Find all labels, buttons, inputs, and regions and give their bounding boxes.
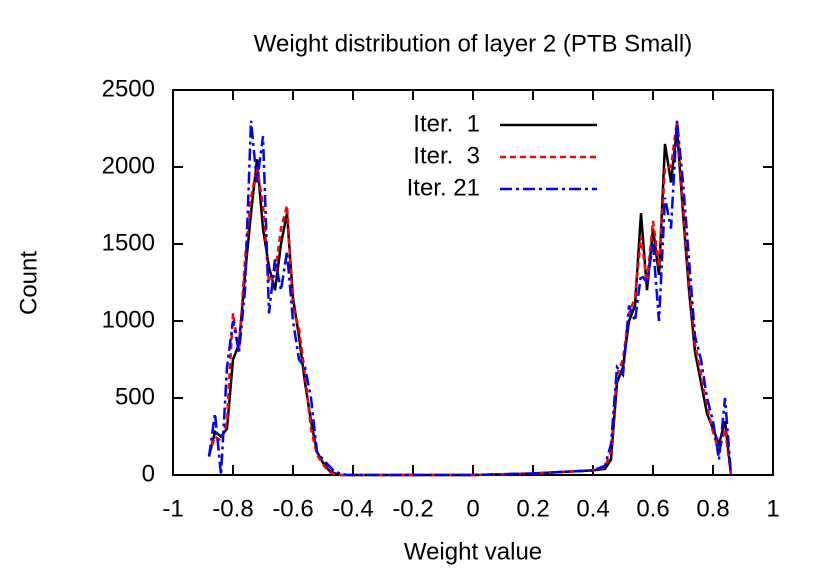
legend-label: Iter. 21 [407, 174, 480, 201]
x-tick-label: 0.6 [636, 495, 669, 522]
chart-title: Weight distribution of layer 2 (PTB Smal… [254, 30, 692, 57]
legend-label: Iter. 3 [413, 142, 480, 169]
data-line [207, 120, 733, 477]
legend-label: Iter. 1 [413, 110, 480, 137]
y-tick-label: 2000 [102, 152, 155, 179]
x-tick-label: -0.6 [272, 495, 313, 522]
x-tick-label: 0 [466, 495, 479, 522]
x-tick-label: -1 [162, 495, 183, 522]
x-tick-label: -0.2 [392, 495, 433, 522]
x-tick-label: 0.8 [696, 495, 729, 522]
x-tick-label: 1 [766, 495, 779, 522]
y-tick-label: 2500 [102, 75, 155, 102]
x-tick-label: 0.2 [516, 495, 549, 522]
x-axis-label: Weight value [404, 538, 542, 565]
x-tick-label: -0.4 [332, 495, 373, 522]
x-tick-label: 0.4 [576, 495, 609, 522]
y-tick-label: 1000 [102, 306, 155, 333]
y-axis-label: Count [15, 251, 42, 315]
data-line [207, 120, 733, 477]
y-tick-label: 1500 [102, 229, 155, 256]
y-tick-label: 0 [142, 460, 155, 487]
y-tick-label: 500 [115, 383, 155, 410]
x-tick-label: -0.8 [212, 495, 253, 522]
